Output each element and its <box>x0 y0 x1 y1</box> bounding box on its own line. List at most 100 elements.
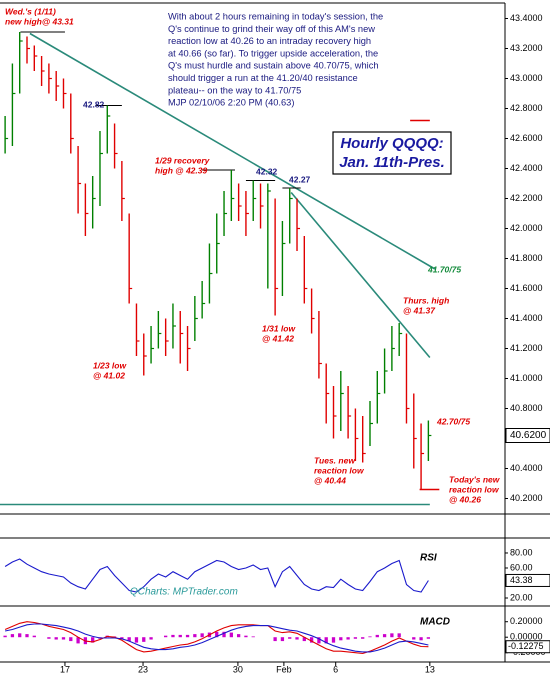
last-price-box <box>505 428 550 443</box>
macd-histogram <box>353 637 358 639</box>
macd-histogram <box>368 636 372 638</box>
macd-histogram <box>295 637 299 640</box>
annotation: 1/29 recovery <box>155 155 211 165</box>
annotation: reaction low <box>449 484 500 494</box>
annotation: reaction low <box>314 465 365 475</box>
y-tick-label: 41.6000 <box>510 283 543 293</box>
commentary: Q's continue to grind their way off of t… <box>168 24 375 34</box>
macd-histogram <box>185 634 190 638</box>
macd-histogram <box>127 637 131 642</box>
macd-histogram <box>76 637 80 644</box>
y-tick-label: 42.8000 <box>510 103 543 113</box>
macd-histogram <box>244 635 248 638</box>
annotation: @ 40.26 <box>449 494 481 504</box>
macd-histogram <box>309 637 314 643</box>
annotation: Tues. new <box>314 455 356 465</box>
macd-histogram <box>229 632 233 638</box>
macd-histogram <box>222 631 226 638</box>
annotation: Today's new <box>449 474 501 484</box>
macd-histogram <box>390 633 394 638</box>
last-value-box <box>505 640 550 654</box>
y-tick-label: 20.00 <box>510 592 533 602</box>
macd-histogram <box>317 637 321 644</box>
macd-histogram <box>412 637 416 640</box>
commentary: MJP 02/10/06 2:20 PM (40.63) <box>168 98 294 108</box>
annotation: high @ 42.39 <box>155 165 207 175</box>
trendline <box>29 32 436 270</box>
macd-histogram <box>69 637 73 642</box>
macd-histogram <box>120 637 124 639</box>
annotation: new high@ 43.31 <box>5 16 74 26</box>
macd-histogram <box>200 633 204 638</box>
macd-histogram <box>426 637 431 639</box>
annotation: 42.32 <box>256 166 278 176</box>
commentary: plateau-- on the way to 41.70/75 <box>168 85 301 95</box>
y-tick-label: 41.4000 <box>510 313 543 323</box>
commentary: at 40.66 (so far). To trigger upside acc… <box>168 48 378 58</box>
commentary: reaction low at 40.26 to an intraday rec… <box>168 36 371 46</box>
panel-title: MACD <box>420 617 450 628</box>
series-label: RSI <box>420 553 437 564</box>
macd-line <box>4 621 429 655</box>
macd-histogram <box>61 637 66 640</box>
y-tick-label: 41.8000 <box>510 253 543 263</box>
trendline <box>290 191 431 359</box>
macd-histogram <box>331 637 336 643</box>
macd-histogram <box>10 634 15 638</box>
x-tick-label: 13 <box>425 664 435 674</box>
macd-histogram <box>236 634 241 638</box>
x-tick-label: 6 <box>333 664 338 674</box>
annotation: 42.82 <box>83 99 105 109</box>
macd-histogram <box>149 637 153 640</box>
y-tick-label: 43.2000 <box>510 43 543 53</box>
macd-histogram <box>339 637 343 641</box>
annotation: 41.70/75 <box>427 264 461 274</box>
title-box <box>332 131 452 175</box>
annotation: @ 41.42 <box>262 333 294 343</box>
watermark: QCharts: MPTrader.com <box>130 587 238 598</box>
macd-histogram <box>3 635 7 638</box>
rsi-line <box>4 558 429 593</box>
macd-histogram <box>382 634 387 638</box>
macd-histogram <box>178 634 182 638</box>
annotation: 1/23 low <box>93 360 127 370</box>
y-tick-label: 40.4000 <box>510 463 543 473</box>
y-tick-label: 80.00 <box>510 547 533 557</box>
chart-title: Jan. 11th-Pres. <box>339 154 445 171</box>
macd-histogram <box>419 637 423 641</box>
annotation: @ 41.02 <box>93 370 125 380</box>
y-tick-label: 42.0000 <box>510 223 543 233</box>
macd-histogram <box>193 634 197 638</box>
y-tick-label: 43.4000 <box>510 13 543 23</box>
annotation: 42.70/75 <box>436 416 470 426</box>
y-tick-label: 40.2000 <box>510 493 543 503</box>
macd-histogram <box>32 635 36 638</box>
last-value-box <box>505 573 550 587</box>
x-tick-label: 17 <box>60 664 70 674</box>
macd-histogram <box>54 637 58 640</box>
y-tick-label: 0.20000 <box>510 616 543 626</box>
annotation: Wed.'s (1/11) <box>5 6 56 16</box>
y-tick-label: 43.0000 <box>510 73 543 83</box>
annotation: Thurs. high <box>403 295 449 305</box>
y-tick-label: 60.00 <box>510 562 533 572</box>
last-value-label: -0.12275 <box>508 641 544 651</box>
chart-title: Hourly QQQQ: <box>340 135 443 152</box>
x-tick-label: Feb <box>276 664 292 674</box>
commentary: should trigger a run at the 41.20/40 res… <box>168 73 358 83</box>
x-tick-label: 23 <box>138 664 148 674</box>
macd-histogram <box>375 634 379 638</box>
macd-histogram <box>134 637 139 643</box>
macd-histogram <box>164 635 168 638</box>
macd-histogram <box>324 637 328 644</box>
macd-histogram <box>47 637 51 639</box>
commentary: Q's must hurdle and sustain above 40.70/… <box>168 61 379 71</box>
macd-line <box>4 623 429 653</box>
y-tick-label: 0.00000 <box>510 632 543 642</box>
commentary: With about 2 hours remaining in today's … <box>168 11 383 21</box>
macd-histogram <box>251 636 255 638</box>
macd-histogram <box>215 631 219 638</box>
